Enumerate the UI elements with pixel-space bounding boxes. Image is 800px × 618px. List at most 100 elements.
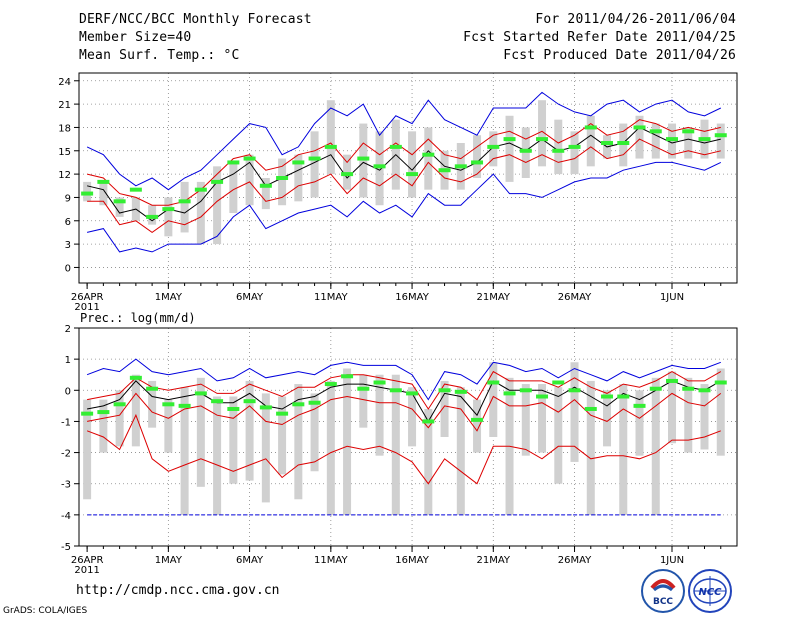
observed-marker <box>617 141 630 145</box>
observed-marker <box>552 380 565 385</box>
spread-box <box>554 119 563 175</box>
observed-marker <box>276 411 289 416</box>
observed-marker <box>406 391 419 396</box>
observed-marker <box>97 179 110 184</box>
observed-marker <box>211 179 224 184</box>
observed-marker <box>97 410 110 415</box>
y-tick-label: 2 <box>65 324 71 335</box>
observed-marker <box>471 417 484 422</box>
series-line-spread-upper <box>87 370 722 410</box>
observed-marker <box>81 411 94 416</box>
y-tick-label: 6 <box>65 217 71 228</box>
observed-marker <box>649 129 662 134</box>
observed-marker <box>568 144 581 149</box>
spread-box <box>245 380 254 481</box>
spread-box <box>99 399 108 453</box>
spread-box <box>603 390 612 447</box>
spread-box <box>408 387 417 447</box>
x-tick-label: 6MAY <box>236 292 264 303</box>
spread-box <box>99 181 108 206</box>
observed-marker <box>113 402 126 407</box>
observed-marker <box>422 419 435 424</box>
spread-box <box>229 396 238 484</box>
spread-box <box>538 100 547 167</box>
x-tick-year: 2011 <box>74 565 99 576</box>
spread-box <box>148 380 157 428</box>
y-tick-label: 0 <box>65 386 71 397</box>
spread-box <box>651 377 660 515</box>
spread-box <box>294 154 303 202</box>
spread-box <box>343 368 352 515</box>
spread-box <box>586 380 595 515</box>
observed-marker <box>601 394 614 399</box>
observed-marker <box>503 391 516 396</box>
observed-marker <box>568 388 581 393</box>
x-tick-label: 26MAY <box>558 292 592 303</box>
spread-box <box>538 384 547 453</box>
forecast-start-date: Fcst Started Refer Date 2011/04/25 <box>463 30 736 45</box>
plot-frame <box>78 327 738 547</box>
observed-marker <box>454 389 467 394</box>
spread-box <box>700 384 709 450</box>
spread-box <box>294 384 303 500</box>
observed-marker <box>536 137 549 142</box>
observed-marker <box>552 148 565 153</box>
y-tick-label: -5 <box>61 542 71 553</box>
spread-box <box>245 154 254 206</box>
spread-box <box>521 384 530 456</box>
spread-box <box>261 178 270 210</box>
series-line-spread-lower <box>87 138 721 234</box>
y-tick-label: -2 <box>61 449 71 460</box>
spread-box <box>213 166 222 245</box>
observed-marker <box>536 394 549 399</box>
bcc-logo-text: BCC <box>653 597 673 607</box>
y-tick-label: 12 <box>58 170 71 181</box>
x-tick-label: 21MAY <box>477 292 511 303</box>
spread-box <box>408 131 417 198</box>
observed-marker <box>633 125 646 130</box>
observed-marker <box>243 399 256 404</box>
grads-credit: GrADS: COLA/IGES <box>3 606 88 616</box>
observed-marker <box>308 156 321 161</box>
y-tick-label: 21 <box>58 100 71 111</box>
spread-box <box>716 368 725 456</box>
series-line-spread-lower <box>87 392 722 432</box>
spread-box <box>424 127 433 190</box>
observed-marker <box>666 378 679 383</box>
chart-title: DERF/NCC/BCC Monthly Forecast <box>79 12 312 27</box>
observed-marker <box>292 402 305 407</box>
x-tick-label: 1MAY <box>155 292 183 303</box>
observed-marker <box>113 199 126 204</box>
observed-marker <box>129 187 142 192</box>
observed-marker <box>146 214 159 219</box>
spread-box <box>180 387 189 515</box>
spread-box <box>115 197 124 217</box>
spread-box <box>489 362 498 437</box>
y-tick-label: -3 <box>61 480 71 491</box>
series-line-mean <box>86 126 721 222</box>
spread-box <box>326 380 335 515</box>
observed-marker <box>129 375 142 380</box>
observed-marker <box>698 137 711 142</box>
observed-marker <box>243 156 256 161</box>
y-tick-label: 18 <box>58 123 71 134</box>
plot-frame <box>78 72 738 284</box>
y-tick-label: -1 <box>61 417 71 428</box>
spread-box <box>131 374 140 447</box>
y-tick-label: -4 <box>61 511 71 522</box>
observed-marker <box>487 380 500 385</box>
spread-box <box>635 390 644 456</box>
x-tick-label: 11MAY <box>314 555 348 566</box>
x-tick-year: 2011 <box>74 302 99 313</box>
spread-box <box>278 158 287 206</box>
forecast-period: For 2011/04/26-2011/06/04 <box>535 12 736 27</box>
spread-box <box>684 377 693 453</box>
x-tick-label: 16MAY <box>395 555 429 566</box>
y-tick-label: 3 <box>65 240 71 251</box>
spread-box <box>164 399 173 453</box>
spread-box <box>684 127 693 159</box>
series-line-spread-upper <box>86 119 721 206</box>
source-url[interactable]: http://cmdp.ncc.cma.gov.cn <box>76 583 280 598</box>
